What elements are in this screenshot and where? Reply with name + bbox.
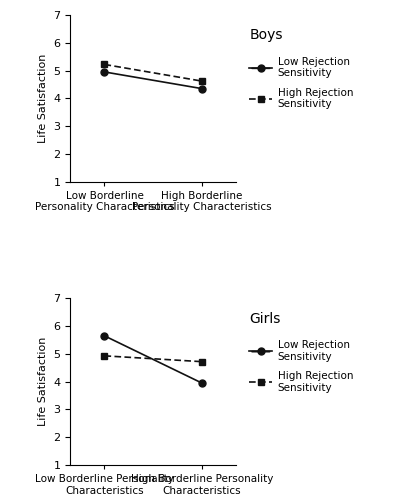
High Rejection
Sensitivity [199, 78, 204, 84]
Legend: Low Rejection
Sensitivity, High Rejection
Sensitivity: Low Rejection Sensitivity, High Rejectio… [249, 57, 352, 110]
Legend: Low Rejection
Sensitivity, High Rejection
Sensitivity: Low Rejection Sensitivity, High Rejectio… [249, 340, 352, 393]
High Rejection
Sensitivity [102, 353, 107, 359]
Line: Low Rejection
Sensitivity: Low Rejection Sensitivity [101, 68, 205, 92]
Text: Girls: Girls [249, 312, 280, 326]
Line: High Rejection
Sensitivity: High Rejection Sensitivity [101, 61, 205, 84]
Y-axis label: Life Satisfaction: Life Satisfaction [38, 54, 48, 143]
Text: Boys: Boys [249, 28, 282, 42]
Line: High Rejection
Sensitivity: High Rejection Sensitivity [101, 352, 205, 365]
Y-axis label: Life Satisfaction: Life Satisfaction [38, 337, 48, 426]
Low Rejection
Sensitivity [199, 86, 204, 91]
Low Rejection
Sensitivity [199, 380, 204, 386]
Low Rejection
Sensitivity [102, 69, 107, 75]
High Rejection
Sensitivity [102, 62, 107, 68]
High Rejection
Sensitivity [199, 358, 204, 364]
Low Rejection
Sensitivity [102, 333, 107, 339]
Line: Low Rejection
Sensitivity: Low Rejection Sensitivity [101, 332, 205, 386]
